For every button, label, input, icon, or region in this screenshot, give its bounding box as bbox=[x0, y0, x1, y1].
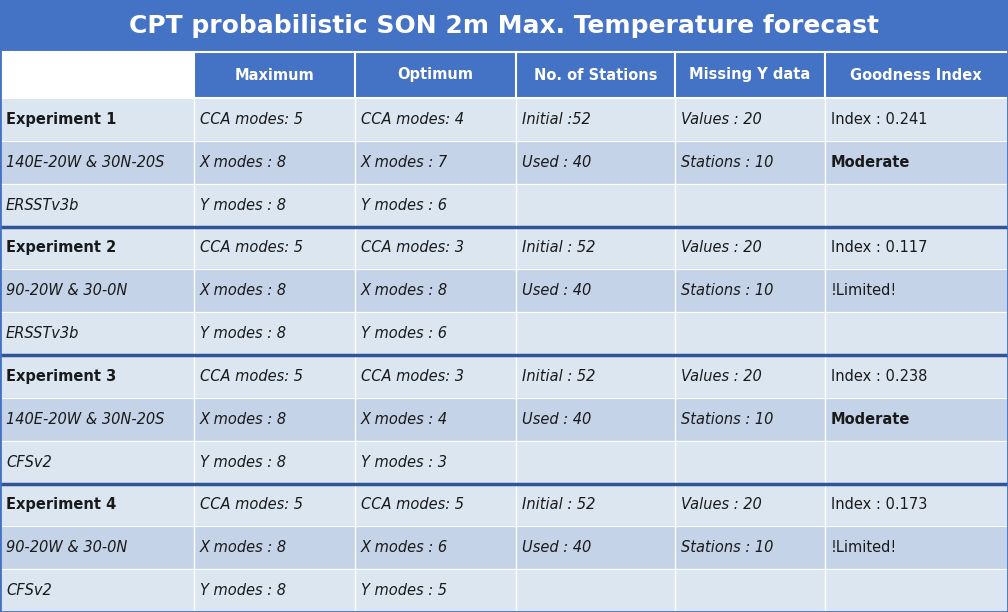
Text: Optimum: Optimum bbox=[397, 67, 474, 83]
Text: X modes : 8: X modes : 8 bbox=[361, 283, 448, 298]
Text: Stations : 10: Stations : 10 bbox=[681, 412, 774, 427]
Text: Used : 40: Used : 40 bbox=[522, 283, 592, 298]
Text: Used : 40: Used : 40 bbox=[522, 155, 592, 170]
Text: Used : 40: Used : 40 bbox=[522, 540, 592, 555]
Text: CPT probabilistic SON 2m Max. Temperature forecast: CPT probabilistic SON 2m Max. Temperatur… bbox=[129, 14, 879, 38]
Text: Experiment 1: Experiment 1 bbox=[6, 112, 116, 127]
Text: Values : 20: Values : 20 bbox=[681, 241, 762, 255]
Text: Values : 20: Values : 20 bbox=[681, 369, 762, 384]
Text: Y modes : 6: Y modes : 6 bbox=[361, 326, 447, 341]
Text: CCA modes: 5: CCA modes: 5 bbox=[200, 369, 302, 384]
Text: CCA modes: 4: CCA modes: 4 bbox=[361, 112, 464, 127]
Text: Index : 0.117: Index : 0.117 bbox=[831, 241, 927, 255]
Text: Y modes : 8: Y modes : 8 bbox=[200, 326, 285, 341]
Text: Initial : 52: Initial : 52 bbox=[522, 241, 596, 255]
Text: 90-20W & 30-0N: 90-20W & 30-0N bbox=[6, 283, 127, 298]
Text: Stations : 10: Stations : 10 bbox=[681, 283, 774, 298]
Text: Index : 0.238: Index : 0.238 bbox=[831, 369, 927, 384]
Text: X modes : 8: X modes : 8 bbox=[200, 283, 286, 298]
Text: Y modes : 8: Y modes : 8 bbox=[200, 198, 285, 212]
Text: 140E-20W & 30N-20S: 140E-20W & 30N-20S bbox=[6, 412, 164, 427]
Text: X modes : 8: X modes : 8 bbox=[200, 412, 286, 427]
Text: CCA modes: 5: CCA modes: 5 bbox=[200, 241, 302, 255]
Text: CFSv2: CFSv2 bbox=[6, 583, 51, 598]
Text: Initial : 52: Initial : 52 bbox=[522, 498, 596, 512]
Text: Values : 20: Values : 20 bbox=[681, 498, 762, 512]
Text: Values : 20: Values : 20 bbox=[681, 112, 762, 127]
Text: Maximum: Maximum bbox=[234, 67, 314, 83]
Text: 90-20W & 30-0N: 90-20W & 30-0N bbox=[6, 540, 127, 555]
Text: CCA modes: 3: CCA modes: 3 bbox=[361, 369, 464, 384]
Text: CCA modes: 5: CCA modes: 5 bbox=[200, 498, 302, 512]
Text: CCA modes: 3: CCA modes: 3 bbox=[361, 241, 464, 255]
Text: CFSv2: CFSv2 bbox=[6, 455, 51, 469]
Text: Experiment 4: Experiment 4 bbox=[6, 498, 116, 512]
Text: Missing Y data: Missing Y data bbox=[689, 67, 810, 83]
Text: ERSSTv3b: ERSSTv3b bbox=[6, 198, 80, 212]
Text: Experiment 2: Experiment 2 bbox=[6, 241, 116, 255]
Text: X modes : 8: X modes : 8 bbox=[200, 540, 286, 555]
Text: Y modes : 5: Y modes : 5 bbox=[361, 583, 447, 598]
Text: X modes : 8: X modes : 8 bbox=[200, 155, 286, 170]
Text: Goodness Index: Goodness Index bbox=[851, 67, 982, 83]
Text: Y modes : 8: Y modes : 8 bbox=[200, 455, 285, 469]
Text: Initial :52: Initial :52 bbox=[522, 112, 591, 127]
Text: 140E-20W & 30N-20S: 140E-20W & 30N-20S bbox=[6, 155, 164, 170]
Text: !Limited!: !Limited! bbox=[831, 283, 897, 298]
Text: Initial : 52: Initial : 52 bbox=[522, 369, 596, 384]
Text: X modes : 4: X modes : 4 bbox=[361, 412, 448, 427]
Text: X modes : 6: X modes : 6 bbox=[361, 540, 448, 555]
Text: Stations : 10: Stations : 10 bbox=[681, 155, 774, 170]
Text: Stations : 10: Stations : 10 bbox=[681, 540, 774, 555]
Text: !Limited!: !Limited! bbox=[831, 540, 897, 555]
Text: ERSSTv3b: ERSSTv3b bbox=[6, 326, 80, 341]
Text: Index : 0.173: Index : 0.173 bbox=[831, 498, 927, 512]
Text: X modes : 7: X modes : 7 bbox=[361, 155, 448, 170]
Text: Used : 40: Used : 40 bbox=[522, 412, 592, 427]
Text: CCA modes: 5: CCA modes: 5 bbox=[361, 498, 464, 512]
Text: Y modes : 8: Y modes : 8 bbox=[200, 583, 285, 598]
Text: Index : 0.241: Index : 0.241 bbox=[831, 112, 927, 127]
Text: Y modes : 3: Y modes : 3 bbox=[361, 455, 447, 469]
Text: Moderate: Moderate bbox=[831, 155, 910, 170]
Text: CCA modes: 5: CCA modes: 5 bbox=[200, 112, 302, 127]
Text: Moderate: Moderate bbox=[831, 412, 910, 427]
Text: Experiment 3: Experiment 3 bbox=[6, 369, 116, 384]
Text: Y modes : 6: Y modes : 6 bbox=[361, 198, 447, 212]
Text: No. of Stations: No. of Stations bbox=[534, 67, 657, 83]
